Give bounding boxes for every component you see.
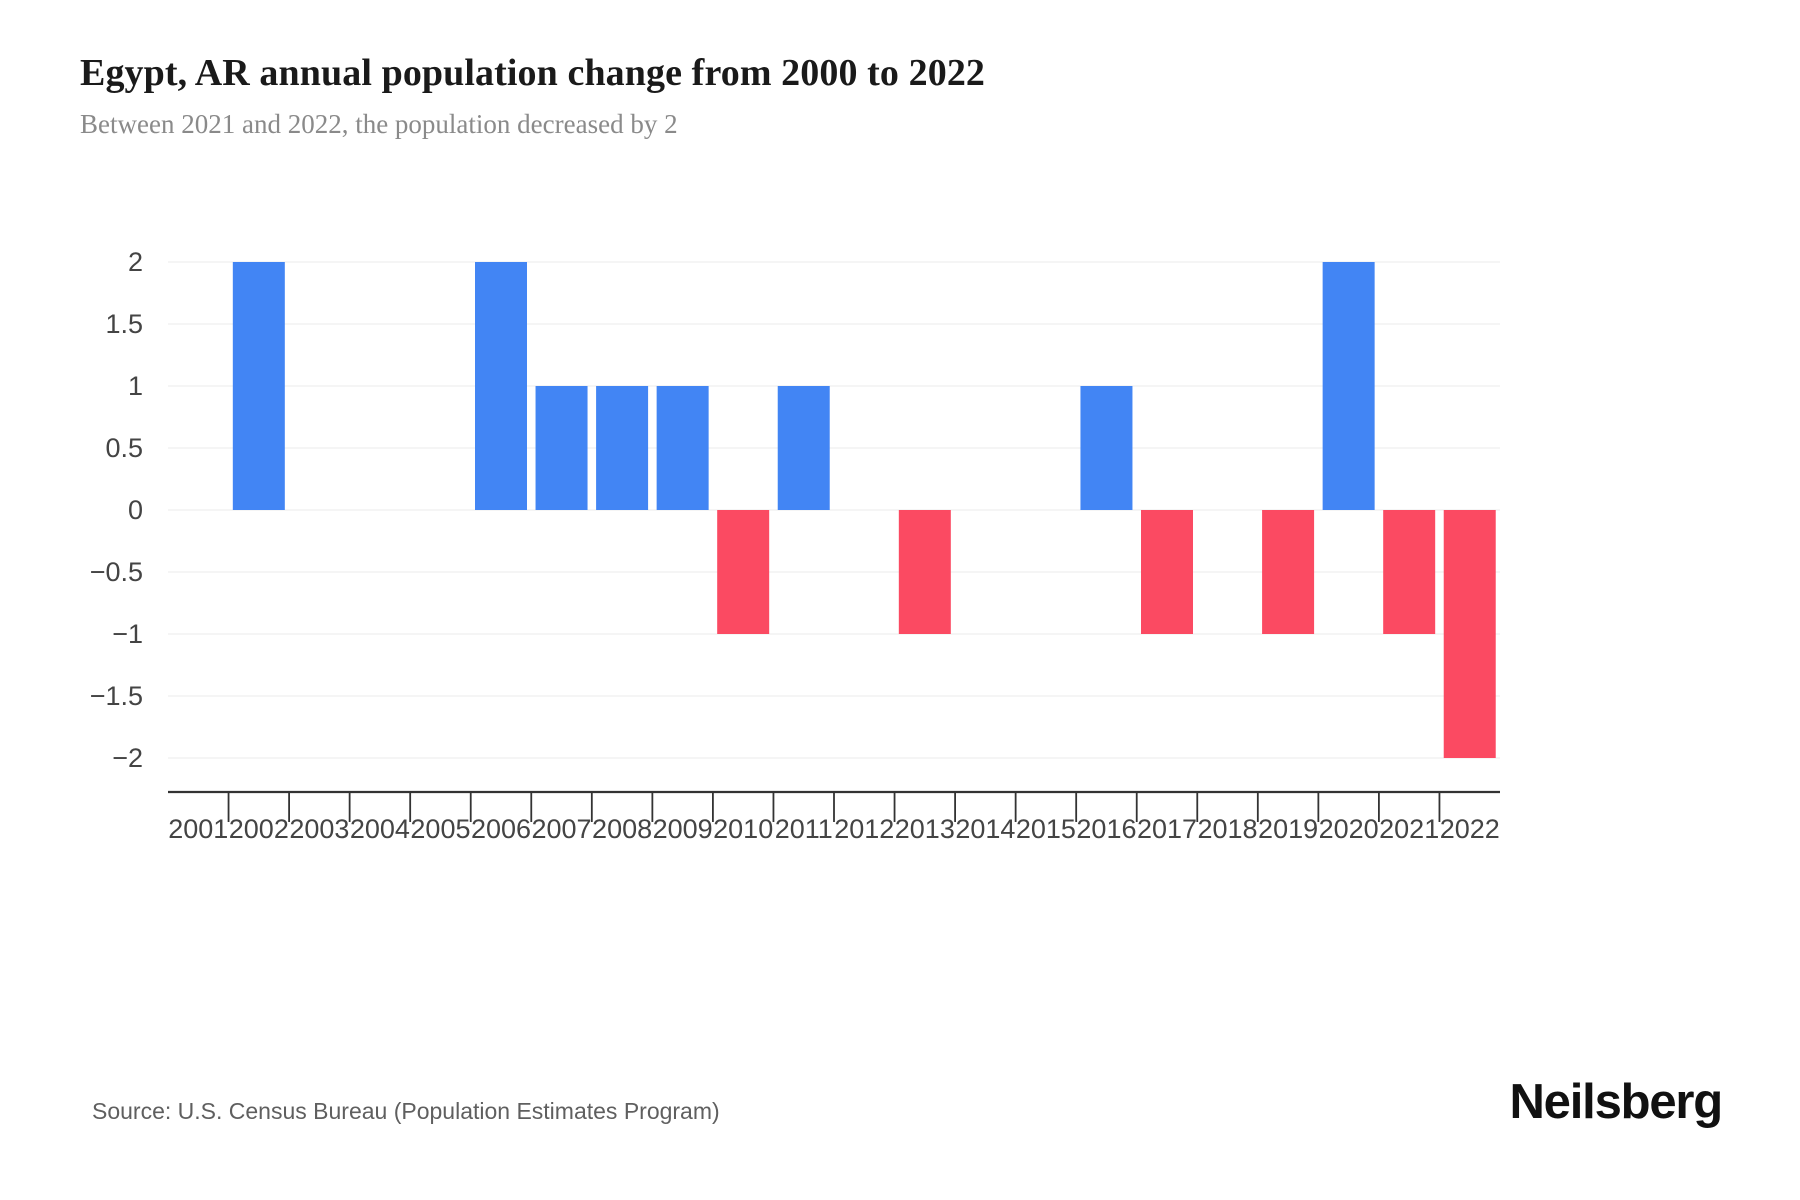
y-axis-tick-label: 0.5 [105, 433, 143, 463]
bar[interactable] [717, 510, 770, 634]
x-axis-tick-label: 2015 [1016, 814, 1076, 844]
y-axis-tick-labels: 2 1.5 1 0.5 0 −0.5 −1 −1.5 −2 [90, 247, 143, 773]
bar[interactable] [475, 262, 527, 510]
x-axis-tick-label: 2007 [532, 814, 592, 844]
source-note: Source: U.S. Census Bureau (Population E… [92, 1098, 720, 1124]
bar[interactable] [1322, 262, 1375, 510]
x-axis-tick-label: 2021 [1379, 814, 1439, 844]
y-axis-tick-label: −1.5 [90, 681, 143, 711]
chart-subtitle: Between 2021 and 2022, the population de… [80, 108, 678, 139]
x-axis-tick-label: 2020 [1319, 814, 1379, 844]
y-axis-tick-label: 1 [128, 371, 143, 401]
bar[interactable] [232, 262, 285, 510]
y-axis-tick-label: 2 [128, 247, 143, 277]
chart-footer: Source: U.S. Census Bureau (Population E… [0, 1075, 1800, 1160]
bar[interactable] [656, 386, 709, 510]
page-title: Egypt, AR annual population change from … [80, 52, 986, 94]
y-axis-tick-label: −1 [112, 619, 143, 649]
chart-header: Egypt, AR annual population change from … [80, 52, 1720, 140]
x-axis-tick-label: 2003 [289, 814, 349, 844]
y-axis-tick-label: 0 [128, 495, 143, 525]
bar[interactable] [596, 386, 649, 510]
x-axis-tick-label: 2008 [592, 814, 652, 844]
x-axis-tick-label: 2012 [834, 814, 894, 844]
x-axis-tick-label: 2010 [713, 814, 773, 844]
x-axis-tick-label: 2016 [1076, 814, 1136, 844]
x-axis-tick-label: 2019 [1258, 814, 1318, 844]
bar[interactable] [777, 386, 830, 510]
brand-logo: Neilsberg [1509, 1075, 1724, 1129]
x-axis-tick-label: 2018 [1198, 814, 1258, 844]
x-axis-tick-label: 2006 [471, 814, 531, 844]
x-axis-tick-label: 2013 [895, 814, 955, 844]
x-axis-tick-label: 2011 [775, 814, 833, 844]
x-axis: 2001 2002 2003 2004 2005 2006 2007 2008 2009 2010… [168, 790, 1500, 844]
x-axis-tick-label: 2001 [168, 814, 228, 844]
x-axis-tick-label: 2005 [410, 814, 470, 844]
y-axis-tick-label: −0.5 [90, 557, 143, 587]
x-axis-tick-label: 2022 [1440, 814, 1500, 844]
x-axis-tick-label: 2009 [653, 814, 713, 844]
bar-chart-svg: 21.510.50−0.5−1−1.5−2 2001 2002 2003 2004 20… [90, 247, 1500, 844]
bar[interactable] [898, 510, 951, 634]
bar[interactable] [1383, 510, 1436, 634]
bars [232, 262, 1496, 758]
x-axis-tick-label: 2017 [1137, 814, 1197, 844]
x-axis-tick-label: 2004 [350, 814, 410, 844]
y-axis-tick-label: −2 [112, 743, 143, 773]
bar[interactable] [1141, 510, 1193, 634]
x-axis-tick-label: 2002 [229, 814, 289, 844]
x-axis-tick-label: 2014 [955, 814, 1015, 844]
bar[interactable] [535, 386, 588, 510]
bar[interactable] [1080, 386, 1133, 510]
y-axis-tick-label: 1.5 [105, 309, 143, 339]
bar[interactable] [1443, 510, 1496, 758]
bar[interactable] [1262, 510, 1315, 634]
